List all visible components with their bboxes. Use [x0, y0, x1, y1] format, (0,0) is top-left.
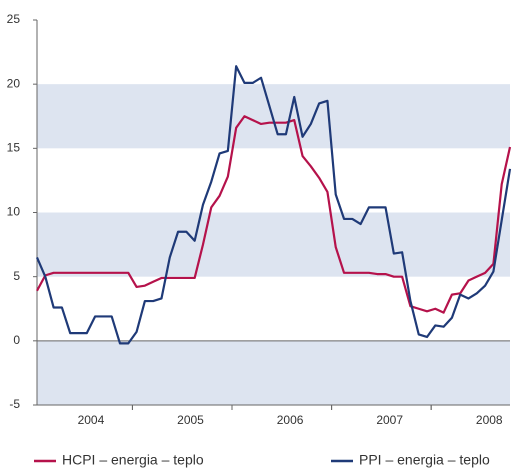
- legend-label: PPI – energia – teplo: [359, 452, 490, 468]
- y-tick-label: 15: [7, 141, 21, 155]
- y-tick-label: 25: [7, 12, 21, 26]
- x-tick-label: 2004: [78, 413, 105, 427]
- y-tick-label: 10: [7, 205, 21, 219]
- y-tick-label: 0: [13, 333, 20, 347]
- y-tick-label: 5: [13, 269, 20, 283]
- legend-label: HCPI – energia – teplo: [62, 452, 204, 468]
- series-line: [35, 65, 512, 345]
- x-tick-label: 2005: [177, 413, 204, 427]
- x-tick-label: 2007: [376, 413, 403, 427]
- grid-band: [37, 340, 510, 405]
- x-tick-label: 2006: [277, 413, 304, 427]
- x-tick-label: 2008: [476, 413, 503, 427]
- y-tick-label: -5: [9, 397, 20, 411]
- grid-band: [37, 212, 510, 277]
- y-tick-label: 20: [7, 76, 21, 90]
